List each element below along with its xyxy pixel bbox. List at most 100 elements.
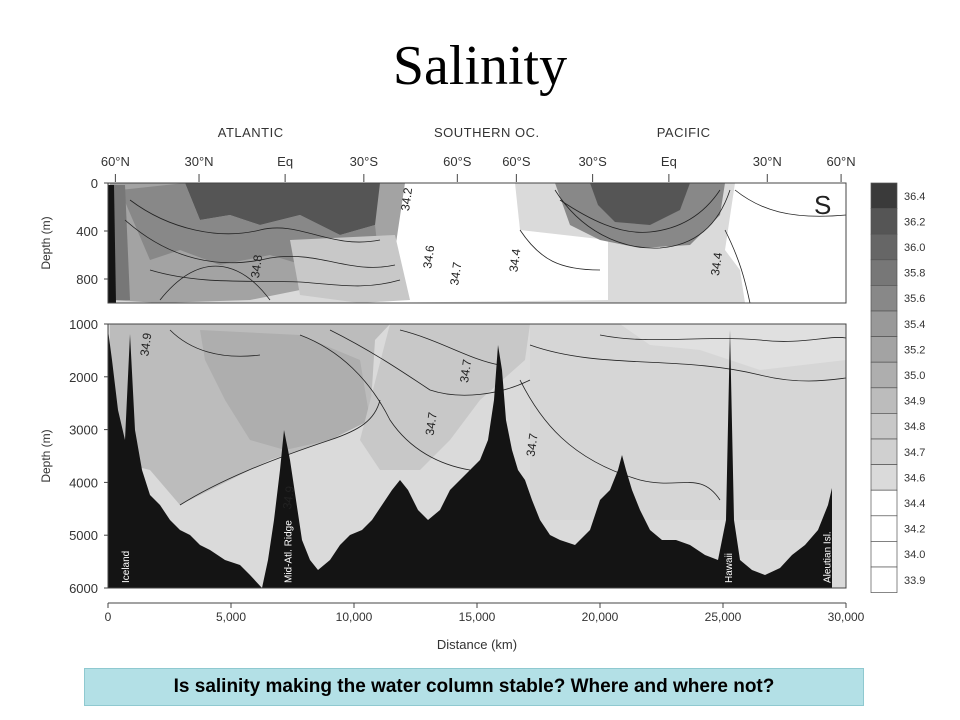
colorbar-label: 34.6	[904, 472, 925, 484]
colorbar-swatch	[870, 233, 898, 261]
contour-line	[519, 229, 601, 271]
colorbar-label: 35.6	[904, 293, 925, 305]
contour-line	[559, 189, 721, 233]
y-tick-label: 2000	[69, 370, 98, 385]
latitude-label: 30°S	[578, 154, 607, 169]
latitude-label: Eq	[661, 154, 677, 169]
colorbar-label: 34.9	[904, 396, 925, 408]
contour-label: 34.4	[506, 248, 523, 273]
basin-label: ATLANTIC	[218, 125, 284, 140]
y-tick-label: 4000	[69, 475, 98, 490]
pacific-light-region	[620, 324, 846, 370]
contour-line	[299, 334, 471, 471]
colorbar-label: 35.4	[904, 319, 925, 331]
x-tick-label: 30,000	[828, 610, 865, 624]
contour-label: 34.6	[420, 244, 437, 269]
contour-line	[519, 379, 721, 501]
colorbar-swatch	[870, 208, 898, 235]
latitude-label: Eq	[277, 154, 293, 169]
contour-label: 34.4	[708, 251, 725, 276]
y-tick-label: 800	[76, 272, 98, 287]
contour-label: 34.7	[447, 261, 464, 286]
place-labels: Iceland Mid-Atl. Ridge Hawaii Aleutian Isl.	[121, 520, 833, 583]
y-tick-label: 400	[76, 224, 98, 239]
question-box: Is salinity making the water column stab…	[84, 668, 864, 706]
atlantic-core-region	[185, 183, 380, 235]
contour-line	[399, 329, 501, 366]
colorbar-swatch	[870, 182, 898, 209]
colorbar-swatch	[870, 464, 898, 491]
contour-line	[554, 189, 731, 249]
latitude-label: 60°S	[443, 154, 472, 169]
colorbar-label: 34.0	[904, 549, 925, 561]
latitude-label: 60°S	[502, 154, 531, 169]
colorbar-swatch	[870, 259, 898, 286]
question-text: Is salinity making the water column stab…	[173, 676, 775, 697]
place-label: Aleutian Isl.	[822, 531, 833, 583]
basin-label: SOUTHERN OC.	[434, 125, 540, 140]
contour-line	[129, 199, 381, 243]
contour-label: 34.7	[524, 432, 541, 457]
x-tick-label: 5,000	[216, 610, 246, 624]
contour-label: 34.7	[423, 411, 440, 436]
contour-line	[179, 399, 381, 506]
bathymetry	[108, 185, 832, 588]
colorbar-swatch	[870, 566, 898, 593]
colorbar-label: 36.4	[904, 191, 925, 203]
colorbar-swatch	[870, 361, 898, 389]
colorbar-label: 35.0	[904, 370, 925, 382]
contour-line	[724, 229, 751, 304]
slide-title: Salinity	[392, 35, 568, 97]
y-tick-label: 5000	[69, 528, 98, 543]
latitude-label: 30°N	[184, 154, 213, 169]
contour-label: 34.9	[137, 332, 154, 357]
colorbar-swatch	[870, 541, 898, 568]
seafloor-upper-iceland	[108, 185, 116, 303]
salinity-section-figure: 34.8 34.2 34.6 34.7 34.4 34.4 34.9 34.7 34.7 34.7…	[39, 125, 925, 652]
header-labels: ATLANTIC SOUTHERN OC. PACIFIC 60°N 30°N Eq 30°…	[101, 125, 856, 182]
panel-label: S	[814, 190, 831, 220]
colorbar-label: 34.7	[904, 447, 925, 459]
contour-label: 34.7	[457, 358, 474, 383]
colorbar: 36.4 36.2 36.0 35.8 35.6 35.4 35.2 35.0 34.9 34.8…	[870, 182, 925, 593]
lower-panel-frame	[107, 323, 847, 589]
colorbar-swatch	[870, 285, 898, 312]
x-tick-label: 25,000	[705, 610, 742, 624]
y-axis-title-upper: Depth (m)	[39, 216, 53, 269]
colorbar-swatch	[870, 336, 898, 363]
latitude-label: 60°N	[101, 154, 130, 169]
colorbar-label: 35.2	[904, 344, 925, 356]
latitude-label: 30°N	[753, 154, 782, 169]
southern-fresh-upper-region	[358, 183, 608, 303]
panel-gap	[105, 182, 850, 589]
southern-deep-region	[360, 324, 530, 470]
basin-label: PACIFIC	[657, 125, 711, 140]
contour-label: 34.8	[248, 254, 265, 279]
y-tick-label: 3000	[69, 423, 98, 438]
nadw-core-region	[200, 330, 370, 450]
contour-line	[599, 334, 847, 342]
colorbar-label: 36.0	[904, 242, 925, 254]
axes: 0 5,000 10,000 15,000 20,000 25,000 30,000 Dist…	[39, 176, 865, 652]
pacific-core-region	[590, 183, 690, 225]
place-label: Hawaii	[724, 553, 735, 583]
pacific-north-fresh-region	[725, 183, 846, 303]
seafloor-lower	[108, 330, 832, 588]
latitude-label: 30°S	[350, 154, 379, 169]
x-tick-label: 0	[105, 610, 112, 624]
southern-mid-region	[290, 235, 410, 303]
colorbar-swatch	[870, 310, 898, 337]
colorbar-label: 35.8	[904, 268, 925, 280]
contour-label: 34.9	[280, 485, 297, 510]
colorbar-label: 36.2	[904, 216, 925, 228]
contour-line	[169, 329, 261, 357]
contour-label: 34.2	[398, 186, 415, 211]
colorbar-swatch	[870, 515, 898, 542]
x-axis-title: Distance (km)	[437, 637, 517, 652]
contour-line	[159, 265, 271, 301]
place-label: Iceland	[121, 551, 132, 583]
y-tick-label: 1000	[69, 317, 98, 332]
contour-line	[734, 189, 847, 217]
colorbar-swatch	[870, 413, 898, 440]
colorbar-swatch	[870, 489, 898, 517]
